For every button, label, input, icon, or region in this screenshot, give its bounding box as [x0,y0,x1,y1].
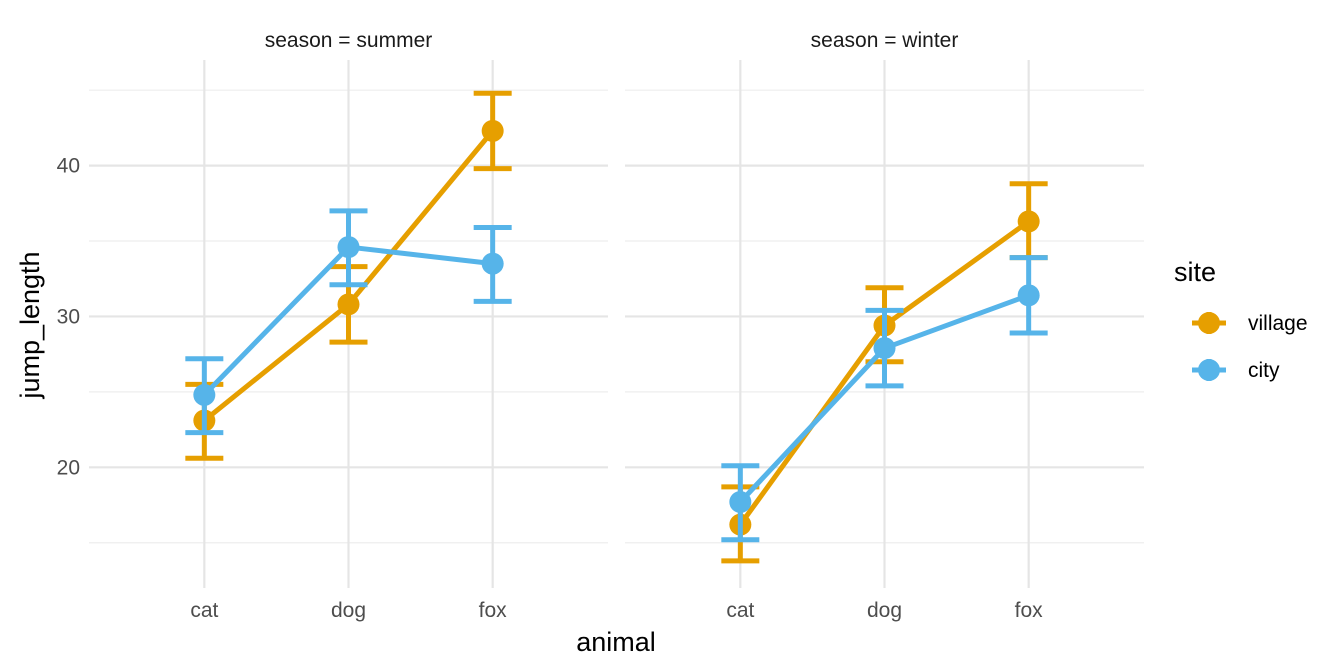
x-tick-label: fox [479,599,508,622]
data-point [481,252,504,275]
legend-label: village [1248,312,1308,335]
y-tick-label: 20 [57,456,80,479]
x-tick-label: cat [190,599,218,622]
x-tick-label: fox [1015,599,1044,622]
panel-winter: season = winter cat dog fox [625,29,1144,622]
legend: site village city [1174,257,1308,382]
x-tick-label: dog [331,599,366,622]
data-point [729,491,752,514]
y-tick-label: 40 [57,155,80,178]
y-axis-title: jump_length [15,251,45,399]
legend-entry-village: village [1192,312,1308,335]
legend-key-point [1198,312,1220,334]
x-axis-title: animal [576,627,656,657]
data-point [193,383,216,406]
data-point [1017,210,1040,233]
data-point [481,119,504,142]
x-tick-label: dog [867,599,902,622]
facet-strip-label: season = winter [811,29,959,52]
legend-entry-city: city [1192,359,1280,382]
legend-title: site [1174,257,1216,287]
facet-strip-label: season = summer [265,29,433,52]
series-city [185,208,512,436]
legend-label: city [1248,359,1280,382]
data-point [337,236,360,259]
data-point [337,293,360,316]
series-city [721,255,1048,543]
data-point [1017,284,1040,307]
panel-summer: season = summer cat dog fox [89,29,608,622]
y-tick-label: 30 [57,305,80,328]
legend-key-point [1198,359,1220,381]
x-tick-label: cat [726,599,754,622]
data-point [873,337,896,360]
